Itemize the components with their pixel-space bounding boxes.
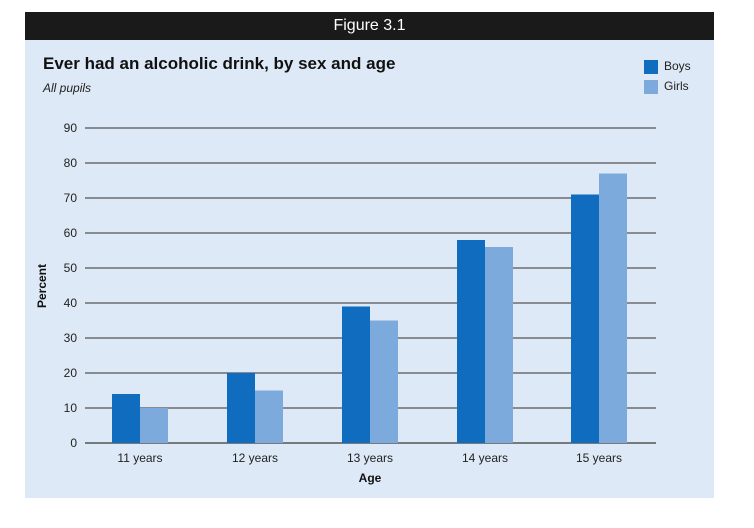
bar-boys-11-years [112, 394, 140, 443]
y-tick-label: 70 [64, 191, 78, 205]
bar-boys-14-years [457, 240, 485, 443]
legend-label-boys: Boys [664, 59, 691, 73]
y-tick-label: 60 [64, 226, 78, 240]
x-axis-title: Age [359, 471, 382, 485]
bar-boys-13-years [342, 306, 370, 443]
bar-girls-13-years [370, 320, 398, 443]
y-tick-label: 30 [64, 331, 78, 345]
y-tick-label: 0 [70, 436, 77, 450]
chart-subtitle: All pupils [43, 81, 92, 95]
chart-plot: 0 10 20 30 40 50 60 70 80 90 11 years 12 years 13 y… [35, 121, 656, 485]
y-tick-label: 10 [64, 401, 78, 415]
y-axis-title: Percent [35, 264, 49, 308]
y-tick-label: 90 [64, 121, 78, 135]
legend-item-girls: Girls [644, 78, 714, 98]
y-tick-label: 50 [64, 261, 78, 275]
legend-swatch-girls [644, 80, 658, 94]
x-tick-label: 14 years [462, 451, 508, 465]
y-tick-label: 80 [64, 156, 78, 170]
x-tick-label: 15 years [576, 451, 622, 465]
chart-title: Ever had an alcoholic drink, by sex and … [43, 54, 396, 73]
legend-item-boys: Boys [644, 58, 714, 78]
bar-girls-14-years [485, 247, 513, 443]
bar-girls-15-years [599, 173, 627, 443]
y-tick-labels: 0 10 20 30 40 50 60 70 80 90 [64, 121, 78, 450]
bar-girls-11-years [140, 408, 168, 443]
bar-boys-15-years [571, 194, 599, 443]
bar-boys-12-years [227, 373, 255, 443]
legend: Boys Girls [644, 58, 714, 98]
bar-girls-12-years [255, 390, 283, 443]
x-tick-label: 13 years [347, 451, 393, 465]
x-tick-labels: 11 years 12 years 13 years 14 years 15 years [117, 451, 622, 465]
x-tick-label: 12 years [232, 451, 278, 465]
y-tick-label: 20 [64, 366, 78, 380]
bars [112, 173, 627, 443]
legend-label-girls: Girls [664, 79, 689, 93]
legend-swatch-boys [644, 60, 658, 74]
figure-label: Figure 3.1 [25, 12, 714, 40]
figure-panel: Figure 3.1 Ever had an alcoholic drink, … [25, 12, 714, 498]
y-tick-label: 40 [64, 296, 78, 310]
x-tick-label: 11 years [117, 451, 162, 465]
